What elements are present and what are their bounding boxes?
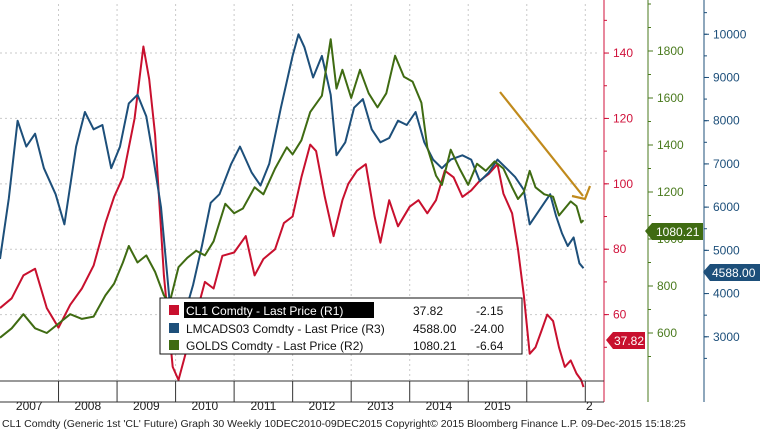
x-tick-label: 2012 — [309, 399, 336, 413]
x-axis: 2007 2008 2009 2010 2011 2012 2013 2014 2015 2 — [0, 380, 604, 413]
tick-label-r2: 800 — [657, 279, 677, 293]
x-tick-label: 2011 — [250, 399, 276, 413]
legend-swatch-copper — [169, 323, 179, 333]
last-value-tag-gold: 1080.21 — [645, 223, 703, 240]
tick-label-r3: 10000 — [713, 27, 747, 41]
trend-arrow — [499, 91, 592, 201]
legend-entry-copper: LMCADS03 Comdty - Last Price (R3) 4588.0… — [169, 322, 504, 336]
legend-entry-gold: GOLDS Comdty - Last Price (R2) 1080.21 -… — [169, 339, 504, 353]
last-value-tag-oil: 37.82 — [606, 332, 645, 349]
x-tick-label: 2007 — [16, 399, 43, 413]
trend-arrow-line — [499, 91, 584, 197]
tick-label-r3: 4000 — [713, 287, 740, 301]
series-line-r2 — [0, 38, 585, 339]
tick-label-r1: 100 — [613, 177, 633, 191]
series-line-r3 — [0, 33, 585, 334]
series-layer — [0, 33, 585, 388]
legend-label-oil: CL1 Comdty - Last Price (R1) — [186, 304, 343, 318]
legend-swatch-gold — [169, 340, 179, 350]
x-tick-label: 2013 — [367, 399, 394, 413]
tick-label-r2: 1600 — [657, 91, 684, 105]
tick-label-r2: 1800 — [657, 44, 684, 58]
x-tick-label: 2 — [586, 399, 593, 413]
x-tick-label: 2009 — [133, 399, 160, 413]
tick-label-r2: 600 — [657, 326, 677, 340]
tick-label-r1: 120 — [613, 111, 633, 125]
footer-caption: CL1 Comdty (Generic 1st 'CL' Future) Gra… — [2, 418, 686, 430]
tick-label-r3: 3000 — [713, 330, 740, 344]
series-line-r1 — [0, 45, 585, 388]
tick-label-r1: 60 — [613, 308, 627, 322]
legend-last-oil: 37.82 — [413, 304, 443, 318]
axes: 6080100120140600800100012001400160018003… — [603, 0, 747, 402]
tag-copper-text: 4588.00 — [712, 266, 756, 280]
x-tick-label: 2010 — [192, 399, 219, 413]
legend-change-gold: -6.64 — [476, 339, 504, 353]
tag-gold-text: 1080.21 — [656, 225, 700, 239]
tick-label-r2: 1400 — [657, 138, 684, 152]
legend-last-gold: 1080.21 — [413, 339, 457, 353]
legend-label-gold: GOLDS Comdty - Last Price (R2) — [186, 339, 363, 353]
tick-label-r1: 80 — [613, 242, 627, 256]
legend-change-copper: -24.00 — [470, 322, 504, 336]
legend-label-copper: LMCADS03 Comdty - Last Price (R3) — [186, 322, 385, 336]
legend-last-copper: 4588.00 — [413, 322, 457, 336]
legend-highlight — [184, 302, 374, 318]
trend-arrow-head — [571, 185, 592, 201]
last-value-tag-copper: 4588.00 — [703, 264, 760, 281]
x-tick-label: 2015 — [484, 399, 511, 413]
tick-label-r3: 8000 — [713, 114, 740, 128]
legend-swatch-oil — [169, 305, 179, 315]
tick-label-r3: 9000 — [713, 70, 740, 84]
x-tick-label: 2008 — [74, 399, 101, 413]
legend-change-oil: -2.15 — [476, 304, 504, 318]
tick-label-r3: 5000 — [713, 243, 740, 257]
legend-entry-oil: CL1 Comdty - Last Price (R1) 37.82 -2.15 — [169, 302, 504, 318]
x-tick-label: 2014 — [426, 399, 453, 413]
legend: CL1 Comdty - Last Price (R1) 37.82 -2.15… — [159, 297, 523, 355]
tick-label-r2: 1200 — [657, 185, 684, 199]
tick-label-r3: 7000 — [713, 157, 740, 171]
tick-label-r1: 140 — [613, 46, 633, 60]
tag-oil-text: 37.82 — [614, 334, 644, 348]
tick-label-r3: 6000 — [713, 200, 740, 214]
